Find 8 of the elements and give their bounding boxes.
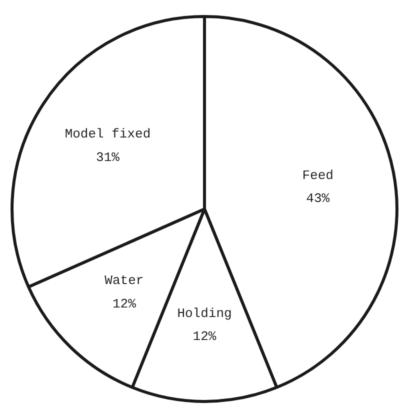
slice-label: Holding <box>177 306 232 321</box>
data-label: 12% <box>192 328 216 344</box>
data-label: 12% <box>112 296 136 312</box>
slice-label: Model fixed <box>64 126 151 142</box>
data-label: 43% <box>306 190 330 206</box>
data-label: 31% <box>96 150 120 165</box>
slice-label: Water <box>104 273 144 288</box>
slice-label: Feed <box>302 168 334 183</box>
